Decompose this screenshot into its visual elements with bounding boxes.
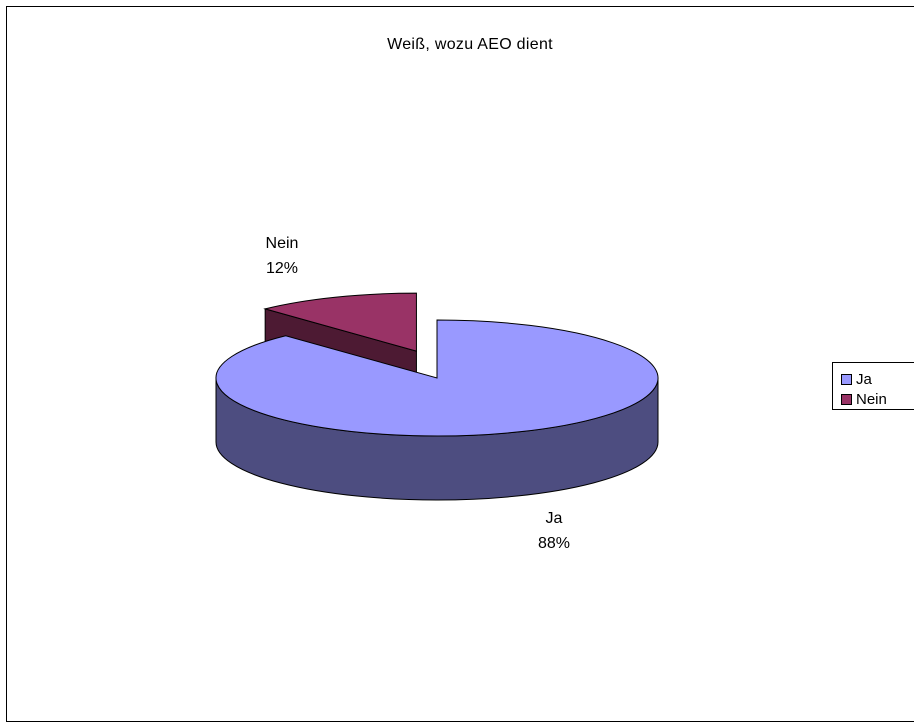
legend-item-nein: Nein [841, 389, 914, 409]
slice-ja-top [215, 319, 659, 437]
pie-layer [215, 292, 659, 501]
legend-label-ja: Ja [856, 370, 872, 388]
data-label-ja: Ja 88% [524, 506, 584, 556]
data-label-nein-percent: 12% [265, 260, 299, 277]
data-label-ja-percent: 88% [537, 535, 571, 552]
legend-swatch-nein [841, 393, 852, 405]
legend-swatch-ja [841, 373, 852, 385]
data-label-nein-category: Nein [265, 235, 299, 252]
data-label-ja-category: Ja [545, 510, 563, 527]
slice-nein-top [263, 292, 417, 352]
data-label-nein: Nein 12% [252, 231, 312, 281]
legend-item-ja: Ja [841, 369, 914, 389]
chart-title: Weiß, wozu AEO dient [387, 36, 553, 53]
legend-label-nein: Nein [856, 390, 887, 408]
legend: Ja Nein [832, 362, 914, 410]
